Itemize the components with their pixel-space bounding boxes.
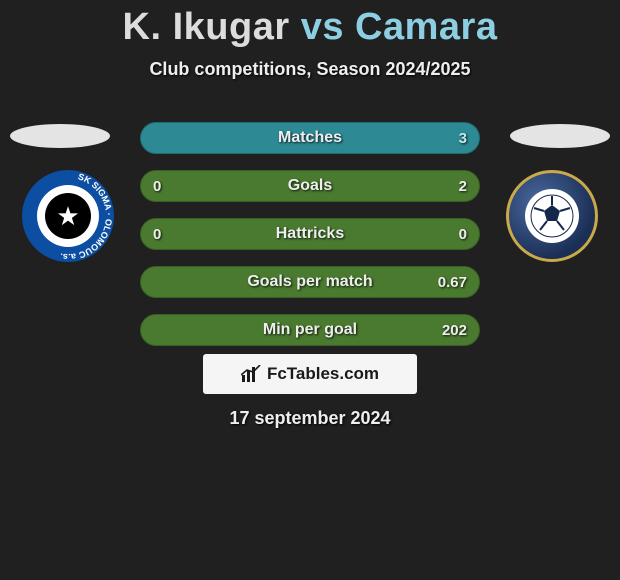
stat-left-value: 0 xyxy=(153,171,161,201)
vs-separator: vs xyxy=(301,6,344,48)
date-label: 17 september 2024 xyxy=(0,408,620,429)
player1-avatar-placeholder xyxy=(10,124,110,148)
crest-outer-ring xyxy=(506,170,598,262)
page-title: K. Ikugar vs Camara xyxy=(0,0,620,49)
crest-ring-text: SK SIGMA · OLOMOUC a.s. xyxy=(22,170,114,262)
stat-right-value: 202 xyxy=(442,315,467,345)
stat-row-goals: 0 Goals 2 xyxy=(140,170,480,202)
football-icon xyxy=(530,194,574,238)
stat-label: Goals per match xyxy=(247,273,372,291)
svg-text:SK SIGMA · OLOMOUC a.s.: SK SIGMA · OLOMOUC a.s. xyxy=(59,171,114,262)
stat-label: Matches xyxy=(278,129,342,147)
subtitle: Club competitions, Season 2024/2025 xyxy=(0,59,620,80)
player2-avatar-placeholder xyxy=(510,124,610,148)
crest-ball-icon xyxy=(525,189,579,243)
stat-label: Min per goal xyxy=(263,321,357,339)
bar-chart-icon xyxy=(241,365,261,383)
source-label: FcTables.com xyxy=(267,364,379,384)
stat-row-matches: Matches 3 xyxy=(140,122,480,154)
stat-right-value: 0 xyxy=(459,219,467,249)
stat-label: Hattricks xyxy=(276,225,344,243)
stat-row-hattricks: 0 Hattricks 0 xyxy=(140,218,480,250)
player2-name: Camara xyxy=(355,6,497,48)
stat-row-min-per-goal: Min per goal 202 xyxy=(140,314,480,346)
comparison-card: K. Ikugar vs Camara Club competitions, S… xyxy=(0,0,620,580)
crest-outer-ring: SK SIGMA · OLOMOUC a.s. ★ xyxy=(22,170,114,262)
player2-club-crest xyxy=(506,170,598,262)
stat-right-value: 0.67 xyxy=(438,267,467,297)
player1-name: K. Ikugar xyxy=(123,6,290,48)
stat-row-goals-per-match: Goals per match 0.67 xyxy=(140,266,480,298)
stat-right-value: 2 xyxy=(459,171,467,201)
stat-left-value: 0 xyxy=(153,219,161,249)
player1-club-crest: SK SIGMA · OLOMOUC a.s. ★ xyxy=(22,170,114,262)
stat-right-value: 3 xyxy=(459,123,467,153)
stat-label: Goals xyxy=(288,177,332,195)
source-badge: FcTables.com xyxy=(203,354,417,394)
stats-container: Matches 3 0 Goals 2 0 Hattricks 0 Goals … xyxy=(140,122,480,362)
